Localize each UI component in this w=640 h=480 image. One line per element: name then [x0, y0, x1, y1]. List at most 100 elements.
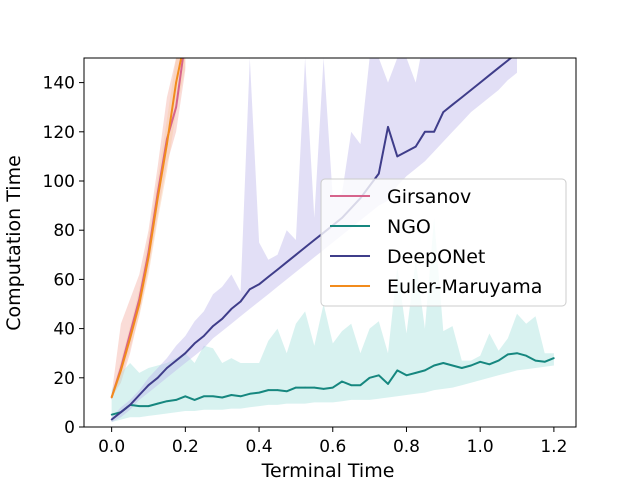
x-axis-label: Terminal Time — [261, 460, 395, 480]
deeponet-point — [120, 411, 122, 414]
deeponet-point — [267, 276, 270, 278]
deeponet-point — [414, 145, 417, 148]
x-tick-label: 0.2 — [172, 437, 199, 457]
deeponet-point — [451, 103, 454, 106]
ngo-point — [184, 395, 187, 398]
ngo-point — [166, 400, 168, 403]
deeponet-point — [479, 81, 482, 84]
deeponet-point — [507, 59, 509, 62]
legend: Girsanov NGO DeepONet Euler-Maruyama — [320, 178, 567, 307]
deeponet-point — [295, 254, 297, 256]
euler-maruyama-point — [110, 396, 113, 399]
deeponet-point — [156, 377, 159, 379]
ngo-point — [479, 361, 482, 363]
deeponet-point — [230, 308, 233, 310]
deeponet-point — [147, 384, 150, 387]
deeponet-point — [387, 126, 389, 128]
deeponet-point — [378, 172, 380, 175]
y-axis: 0 20 40 60 80 100 120 140 — [43, 74, 84, 438]
ngo-point — [534, 359, 537, 362]
series-lines — [110, 58, 555, 421]
ngo-point — [156, 402, 159, 405]
x-tick-label: 0.8 — [393, 437, 420, 457]
legend-label-euler-maruyama: Euler-Maruyama — [387, 276, 542, 298]
deeponet-point — [110, 418, 113, 421]
deeponet-point — [239, 300, 242, 303]
ngo-point — [304, 386, 306, 389]
deeponet-point — [285, 261, 288, 264]
deeponet-point — [304, 246, 306, 249]
x-tick-label: 1.0 — [467, 437, 494, 457]
ngo-point — [350, 384, 353, 387]
ngo-point — [230, 394, 233, 396]
euler-maruyama-point — [120, 369, 122, 372]
euler-maruyama-point — [166, 143, 168, 145]
ngo-point — [378, 374, 380, 377]
y-tick-label: 100 — [43, 172, 75, 192]
euler-maruyama-point — [175, 81, 177, 84]
ngo-point — [451, 364, 454, 367]
deeponet-point — [461, 96, 463, 99]
ngo-point — [387, 383, 389, 385]
ngo-point — [147, 405, 150, 407]
y-tick-label: 80 — [53, 221, 75, 241]
x-tick-label: 0.0 — [98, 437, 125, 457]
deeponet-point — [313, 239, 316, 241]
ngo-point — [267, 389, 270, 391]
ngo-point — [313, 386, 316, 389]
ngo-point — [553, 357, 555, 359]
ngo-point — [543, 361, 546, 363]
plot-frame — [83, 57, 577, 428]
deeponet-point — [433, 131, 435, 133]
ngo-point — [341, 380, 343, 383]
euler-maruyama-point — [129, 337, 131, 340]
ngo-point — [442, 362, 445, 364]
legend-label-girsanov: Girsanov — [387, 186, 471, 208]
ngo-point — [405, 374, 408, 377]
y-tick-label: 120 — [43, 123, 75, 143]
deeponet-point — [405, 150, 408, 153]
ngo-point — [488, 363, 491, 366]
ngo-point — [138, 405, 141, 407]
ngo-point — [497, 359, 500, 362]
ngo-point — [414, 372, 417, 374]
ngo-point — [249, 393, 251, 395]
ngo-point — [461, 367, 463, 369]
y-tick-label: 40 — [53, 320, 75, 340]
deeponet-point — [276, 268, 279, 271]
euler-maruyama-point — [156, 197, 159, 199]
deeponet-point — [203, 335, 205, 337]
y-tick-label: 20 — [53, 369, 75, 389]
deeponet-point — [193, 342, 196, 345]
ngo-point — [332, 386, 334, 389]
ngo-point — [322, 388, 325, 390]
x-tick-label: 0.4 — [246, 437, 273, 457]
deeponet-point — [138, 394, 141, 396]
deeponet-point — [424, 131, 426, 133]
deeponet-point — [258, 283, 260, 286]
ngo-point — [295, 386, 297, 389]
legend-frame — [320, 178, 567, 307]
ngo-point — [359, 384, 362, 387]
ngo-band — [111, 217, 554, 423]
ngo-point — [193, 399, 196, 401]
legend-label-ngo: NGO — [387, 216, 431, 238]
deeponet-point — [175, 359, 177, 362]
deeponet-point — [184, 352, 187, 355]
ngo-point — [212, 395, 214, 398]
euler-maruyama-points — [110, 81, 177, 399]
y-tick-label: 0 — [64, 418, 75, 438]
ngo-point — [424, 369, 426, 372]
y-axis-label: Computation Time — [3, 155, 25, 331]
ngo-point — [258, 391, 260, 394]
girsanov-point — [175, 106, 177, 108]
ngo-point — [525, 354, 527, 357]
ngo-point — [470, 364, 472, 367]
ngo-point — [516, 352, 518, 355]
legend-label-deeponet: DeepONet — [387, 246, 485, 268]
euler-maruyama-point — [138, 303, 141, 305]
deeponet-point — [129, 404, 131, 406]
ngo-point — [276, 389, 279, 391]
ngo-point — [175, 399, 177, 401]
